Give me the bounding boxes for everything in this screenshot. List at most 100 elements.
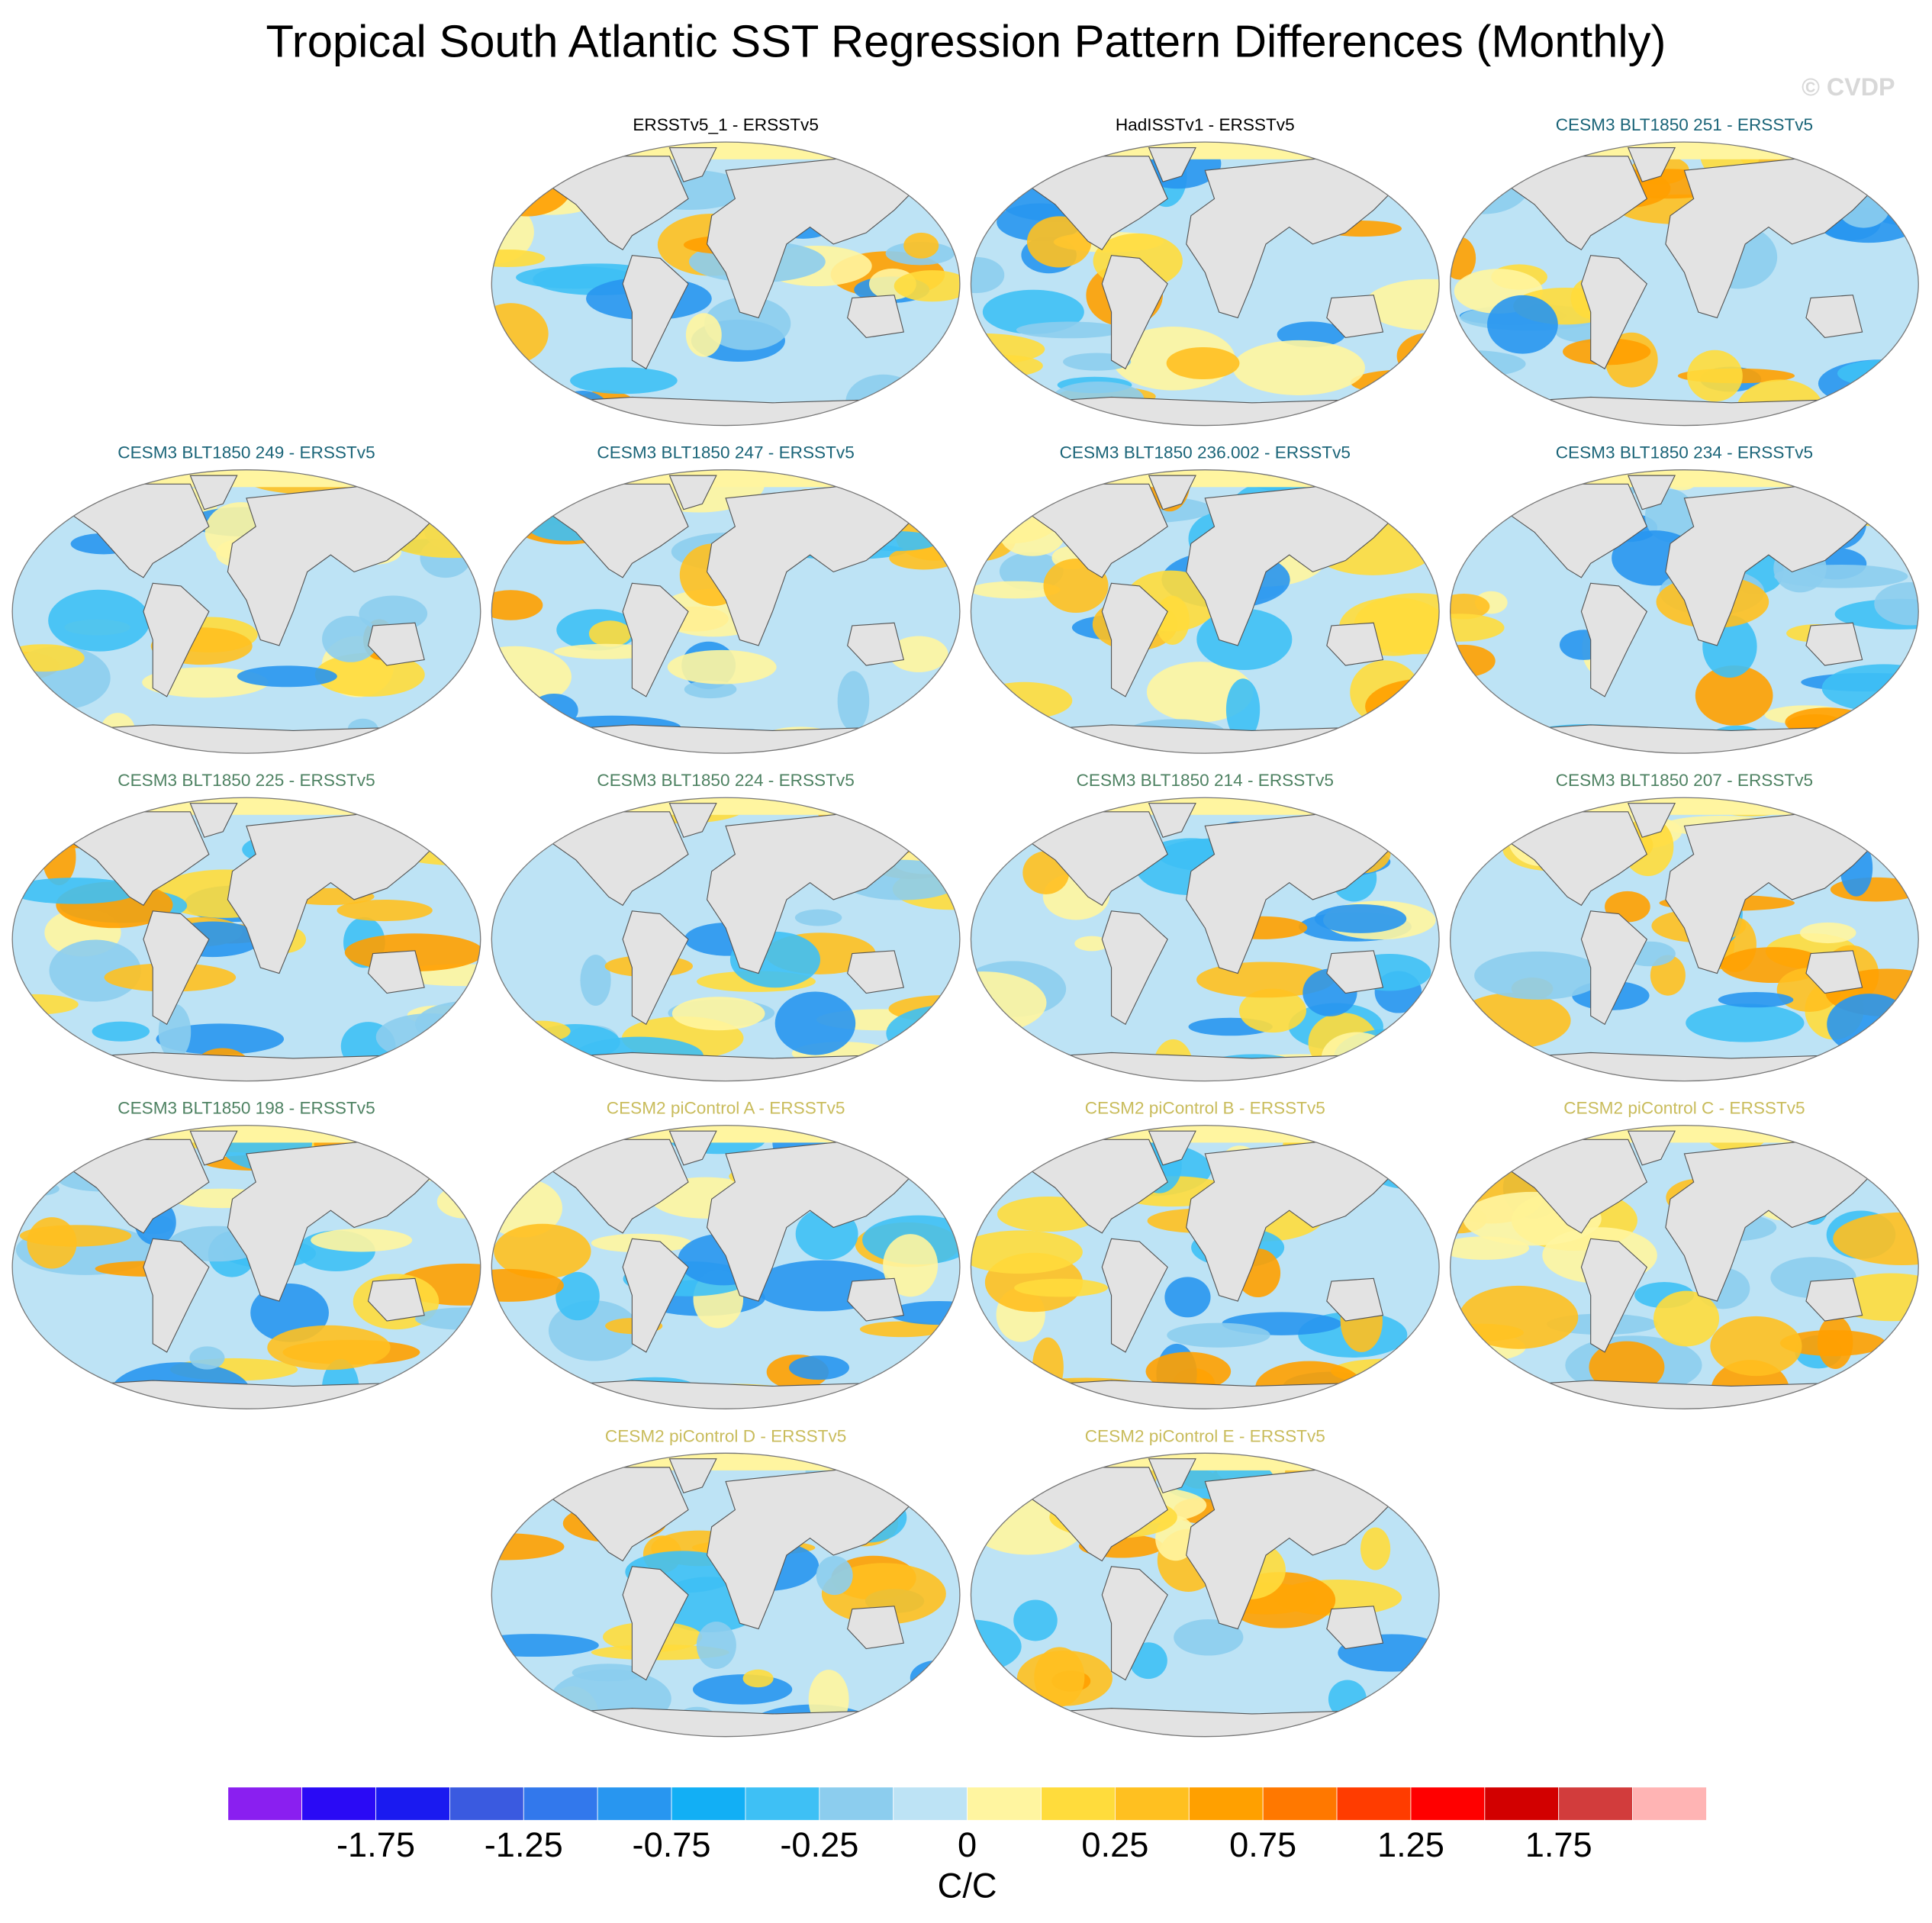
land xyxy=(1450,1380,1919,1409)
sst-blob xyxy=(491,1634,599,1657)
land xyxy=(1580,910,1648,1026)
sst-blob xyxy=(794,909,842,926)
map-border xyxy=(1449,797,1919,1082)
sst-blob xyxy=(491,1533,565,1561)
land xyxy=(971,1707,1440,1737)
sst-blob xyxy=(1314,904,1407,933)
sst-blob xyxy=(42,829,76,886)
map-border xyxy=(1449,469,1919,754)
land xyxy=(12,1380,481,1409)
map-border xyxy=(970,1452,1440,1738)
sst-blob xyxy=(1026,216,1092,268)
land xyxy=(491,1052,960,1081)
land xyxy=(546,483,689,578)
panel-title: CESM3 BLT1850 247 - ERSSTv5 xyxy=(597,443,854,462)
land xyxy=(67,483,210,578)
land xyxy=(668,147,717,182)
sst-blob xyxy=(27,1217,77,1269)
sst-blob xyxy=(976,681,1073,720)
colorbar-swatch xyxy=(967,1786,1042,1821)
sst-blob xyxy=(1687,349,1743,402)
sst-blob xyxy=(267,1325,391,1371)
sst-blob xyxy=(491,1268,564,1302)
sst-blob xyxy=(491,1161,509,1193)
land xyxy=(1326,1277,1384,1322)
land xyxy=(622,1566,689,1681)
sst-blob xyxy=(1487,295,1558,354)
colorbar-swatch xyxy=(1041,1786,1116,1821)
sst-blob xyxy=(971,256,1005,294)
polar-band xyxy=(491,142,960,159)
colorbar-label: -0.75 xyxy=(633,1825,711,1864)
colorbar-swatch xyxy=(227,1786,303,1821)
map-field xyxy=(1450,142,1919,426)
sst-blob xyxy=(1016,321,1123,339)
map-panel: CESM3 BLT1850 236.002 - ERSSTv5 xyxy=(970,443,1440,754)
sst-blob xyxy=(971,1230,1083,1274)
map-border xyxy=(491,1125,961,1409)
sst-blob xyxy=(1450,1377,1495,1409)
sst-blob xyxy=(494,1223,591,1279)
polar-band xyxy=(491,1125,960,1143)
land xyxy=(1101,582,1168,697)
colorbar-unit: C/C xyxy=(938,1866,997,1905)
land xyxy=(1665,480,1882,646)
map-panel: CESM2 piControl D - ERSSTv5 xyxy=(491,1426,961,1738)
map-border xyxy=(11,469,481,754)
panel-title: CESM3 BLT1850 214 - ERSSTv5 xyxy=(1077,771,1334,790)
sst-blob xyxy=(1232,340,1365,395)
sst-blob xyxy=(886,1004,960,1062)
sst-blob xyxy=(1074,936,1109,952)
map-border xyxy=(1449,141,1919,427)
land xyxy=(491,396,960,426)
map-panel: CESM3 BLT1850 198 - ERSSTv5 xyxy=(11,1099,481,1409)
land xyxy=(1148,803,1196,838)
panel-title: CESM3 BLT1850 198 - ERSSTv5 xyxy=(118,1099,375,1118)
panel-title: HadISSTv1 - ERSSTv5 xyxy=(1116,115,1295,134)
sst-blob xyxy=(1450,237,1476,280)
polar-band xyxy=(491,797,960,815)
land xyxy=(668,475,717,511)
land xyxy=(971,396,1440,426)
colorbar-swatch xyxy=(523,1786,598,1821)
sst-blob xyxy=(903,232,939,259)
sst-blob xyxy=(1145,1351,1232,1391)
sst-blob xyxy=(1364,279,1440,330)
map-panel: CESM2 piControl C - ERSSTv5 xyxy=(1449,1099,1919,1409)
map-field xyxy=(971,797,1440,1081)
land xyxy=(847,622,904,666)
sst-blob xyxy=(1450,1364,1506,1390)
land xyxy=(847,295,904,339)
map-panel: CESM2 piControl A - ERSSTv5 xyxy=(491,1099,961,1409)
land xyxy=(1580,255,1648,370)
sst-blob xyxy=(1589,1341,1665,1393)
sst-blob xyxy=(189,1346,225,1370)
sst-blob xyxy=(491,590,543,620)
sst-blob xyxy=(1043,559,1109,614)
sst-blob xyxy=(1695,665,1773,726)
sst-blob xyxy=(491,249,546,267)
sst-blob xyxy=(491,1133,527,1182)
sst-blob xyxy=(1350,369,1440,396)
land xyxy=(1026,483,1168,578)
colorbar-swatch xyxy=(1262,1786,1338,1821)
colorbar-swatch xyxy=(1484,1786,1560,1821)
sst-blob xyxy=(1395,701,1428,751)
land xyxy=(546,1139,689,1234)
land xyxy=(1186,1136,1402,1302)
panel-title: CESM2 piControl A - ERSSTv5 xyxy=(607,1099,845,1118)
map-panel: CESM2 piControl E - ERSSTv5 xyxy=(970,1426,1440,1738)
land xyxy=(1326,295,1384,339)
sst-blob xyxy=(555,1271,600,1321)
map-field xyxy=(491,469,960,754)
colorbar-label: 0 xyxy=(958,1825,977,1864)
map-field xyxy=(971,142,1440,426)
map-field xyxy=(12,1125,481,1409)
sst-blob xyxy=(1389,1048,1440,1065)
land xyxy=(491,1707,960,1737)
land xyxy=(1805,1277,1863,1322)
sst-blob xyxy=(1774,564,1908,588)
land xyxy=(1326,1606,1384,1650)
map-panel: CESM3 BLT1850 224 - ERSSTv5 xyxy=(491,771,961,1082)
map-border xyxy=(1449,1125,1919,1409)
